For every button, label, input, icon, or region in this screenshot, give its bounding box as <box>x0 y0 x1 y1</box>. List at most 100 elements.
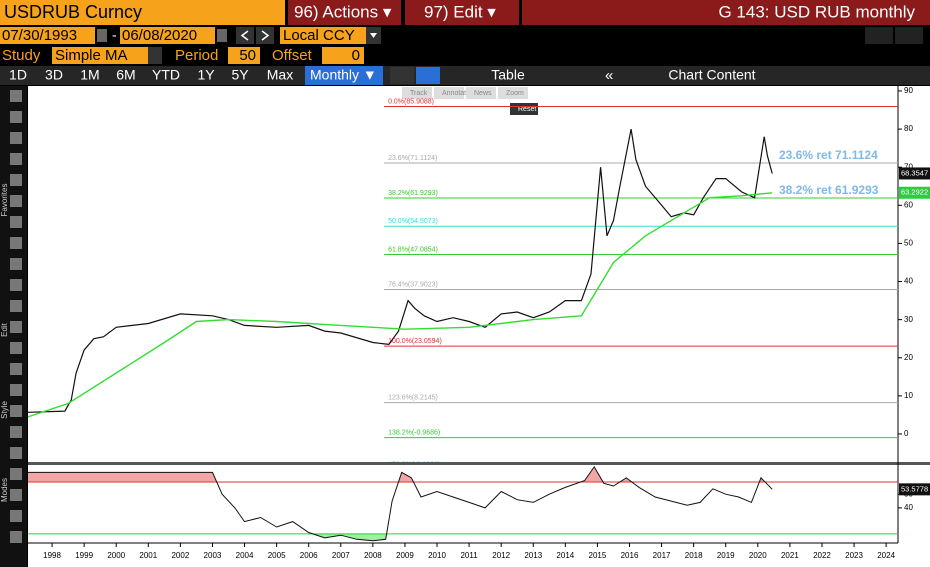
edit-button[interactable] <box>405 0 519 25</box>
last-value-box <box>899 483 930 496</box>
x-tick-label: 2006 <box>300 551 318 560</box>
side-label: Style <box>0 401 9 419</box>
range-button[interactable]: 1M <box>80 67 99 83</box>
table-button[interactable]: Table <box>491 67 525 83</box>
x-tick-label: 2021 <box>781 551 799 560</box>
offset-field[interactable] <box>322 47 364 64</box>
chart-content-button[interactable]: Chart Content <box>668 67 755 83</box>
x-tick-label: 2018 <box>685 551 703 560</box>
fib-label: 150.0%(-9.3909) <box>388 462 440 469</box>
range-button[interactable]: YTD <box>152 67 180 83</box>
fib-label: 50.0%(54.5073) <box>388 218 438 225</box>
tool-icon[interactable] <box>10 90 22 102</box>
bar-chart-button[interactable] <box>416 67 440 84</box>
x-tick-label: 2023 <box>845 551 863 560</box>
tool-icon[interactable] <box>10 510 22 522</box>
tool-icon[interactable] <box>10 531 22 543</box>
redo-button[interactable] <box>895 27 923 44</box>
start-date-field[interactable] <box>0 27 95 44</box>
arrow-icons <box>240 30 270 41</box>
calendar-icon[interactable] <box>217 29 227 42</box>
study-label: Study <box>2 47 41 64</box>
tool-label: Zoom <box>506 90 524 97</box>
line-chart-button[interactable] <box>390 67 414 84</box>
range-button[interactable]: 3D <box>45 67 63 83</box>
tool-icon[interactable] <box>10 174 22 186</box>
tool-button[interactable] <box>466 87 496 99</box>
fib-label: 23.6%(71.1124) <box>388 155 437 162</box>
y-tick-label: 30 <box>904 315 913 324</box>
currency-field[interactable] <box>280 27 366 44</box>
end-date-field[interactable] <box>120 27 215 44</box>
side-label: Favorites <box>0 184 9 217</box>
y-tick-label: 70 <box>904 162 913 171</box>
page-title: G 143: USD RUB monthly <box>718 2 915 21</box>
y-tick-label: 60 <box>904 200 913 209</box>
prev-button[interactable] <box>236 27 254 44</box>
tool-icon[interactable] <box>10 279 22 291</box>
last-value: 63.2922 <box>901 188 928 197</box>
tool-icon[interactable] <box>10 489 22 501</box>
chart-tools: Track Annotate News Zoom Reset <box>402 87 538 115</box>
range-button[interactable]: 1Y <box>197 67 215 83</box>
x-tick-label: 2022 <box>813 551 831 560</box>
tool-button[interactable] <box>510 103 538 115</box>
collapse-icon[interactable]: « <box>605 67 613 84</box>
tool-icon[interactable] <box>10 342 22 354</box>
tool-icon[interactable] <box>10 153 22 165</box>
range-button[interactable]: 1D <box>9 67 27 83</box>
ticker: USDRUB Curncy <box>4 2 142 22</box>
tool-icon[interactable] <box>10 447 22 459</box>
range-button[interactable]: 5Y <box>231 67 249 83</box>
tool-icon[interactable] <box>10 405 22 417</box>
rsi-shading <box>28 466 766 482</box>
tool-icon[interactable] <box>10 363 22 375</box>
study-field[interactable] <box>52 47 148 64</box>
tool-icon[interactable] <box>10 468 22 480</box>
actions-button[interactable] <box>288 0 401 25</box>
tool-icon[interactable] <box>10 132 22 144</box>
tool-icon[interactable] <box>10 321 22 333</box>
tool-button[interactable] <box>434 87 464 99</box>
y-tick-label: 50 <box>904 239 913 248</box>
ticker-field[interactable] <box>0 0 285 25</box>
tool-icon[interactable] <box>10 384 22 396</box>
x-tick-label: 2004 <box>236 551 254 560</box>
date-separator: - <box>112 27 117 43</box>
tool-icon[interactable] <box>10 111 22 123</box>
frequency-button[interactable] <box>305 66 383 85</box>
calendar-icon[interactable] <box>97 29 107 42</box>
range-button[interactable]: 6M <box>116 67 135 83</box>
next-button[interactable] <box>256 27 274 44</box>
tool-icon[interactable] <box>10 216 22 228</box>
panel-divider <box>28 462 930 465</box>
end-date: 06/08/2020 <box>122 27 197 44</box>
last-value-box <box>899 186 930 199</box>
rsi-line <box>28 465 773 542</box>
tool-button[interactable] <box>498 87 528 99</box>
x-tick-label: 2002 <box>171 551 189 560</box>
edit-label: 97) Edit ▾ <box>424 2 496 21</box>
x-tick-label: 2015 <box>589 551 607 560</box>
undo-button[interactable] <box>865 27 893 44</box>
tool-button[interactable] <box>402 87 432 99</box>
x-tick-label: 1998 <box>43 551 61 560</box>
y-tick-label: 80 <box>904 124 913 133</box>
tool-icon[interactable] <box>10 195 22 207</box>
tool-icon[interactable] <box>10 300 22 312</box>
tool-icon[interactable] <box>10 426 22 438</box>
period-field[interactable] <box>228 47 260 64</box>
x-tick-label: 2020 <box>749 551 767 560</box>
x-tick-label: 2016 <box>621 551 639 560</box>
range-button[interactable]: Max <box>267 67 293 83</box>
side-label: Modes <box>0 478 9 502</box>
tool-icon[interactable] <box>10 258 22 270</box>
offset: 0 <box>352 47 360 64</box>
fib-label: 123.6%(8.2145) <box>388 395 438 402</box>
y-tick-label: 40 <box>904 277 913 286</box>
tool-icon[interactable] <box>10 237 22 249</box>
study-name: Simple MA <box>55 47 128 64</box>
x-tick-label: 2017 <box>653 551 671 560</box>
study-dropdown[interactable] <box>148 47 162 64</box>
period-label: Period <box>175 47 218 64</box>
